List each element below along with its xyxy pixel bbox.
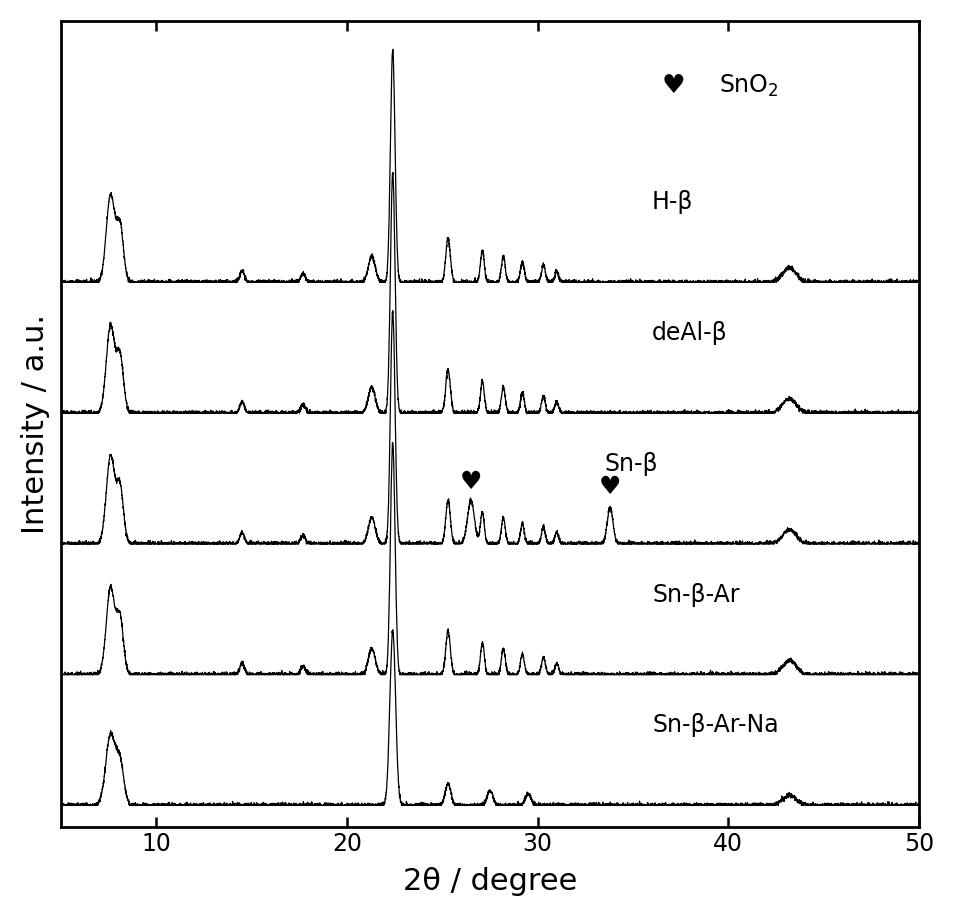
Text: deAl-β: deAl-β [652,321,728,345]
Text: Sn-β-Ar-Na: Sn-β-Ar-Na [652,713,778,737]
Text: ♥: ♥ [459,470,482,493]
Text: ♥: ♥ [662,73,686,99]
X-axis label: 2θ / degree: 2θ / degree [403,867,577,896]
Text: SnO$_2$: SnO$_2$ [719,73,778,99]
Text: ♥: ♥ [599,474,622,499]
Y-axis label: Intensity / a.u.: Intensity / a.u. [21,314,50,534]
Text: H-β: H-β [652,191,693,215]
Text: Sn-β: Sn-β [605,452,658,476]
Text: Sn-β-Ar: Sn-β-Ar [652,582,739,607]
